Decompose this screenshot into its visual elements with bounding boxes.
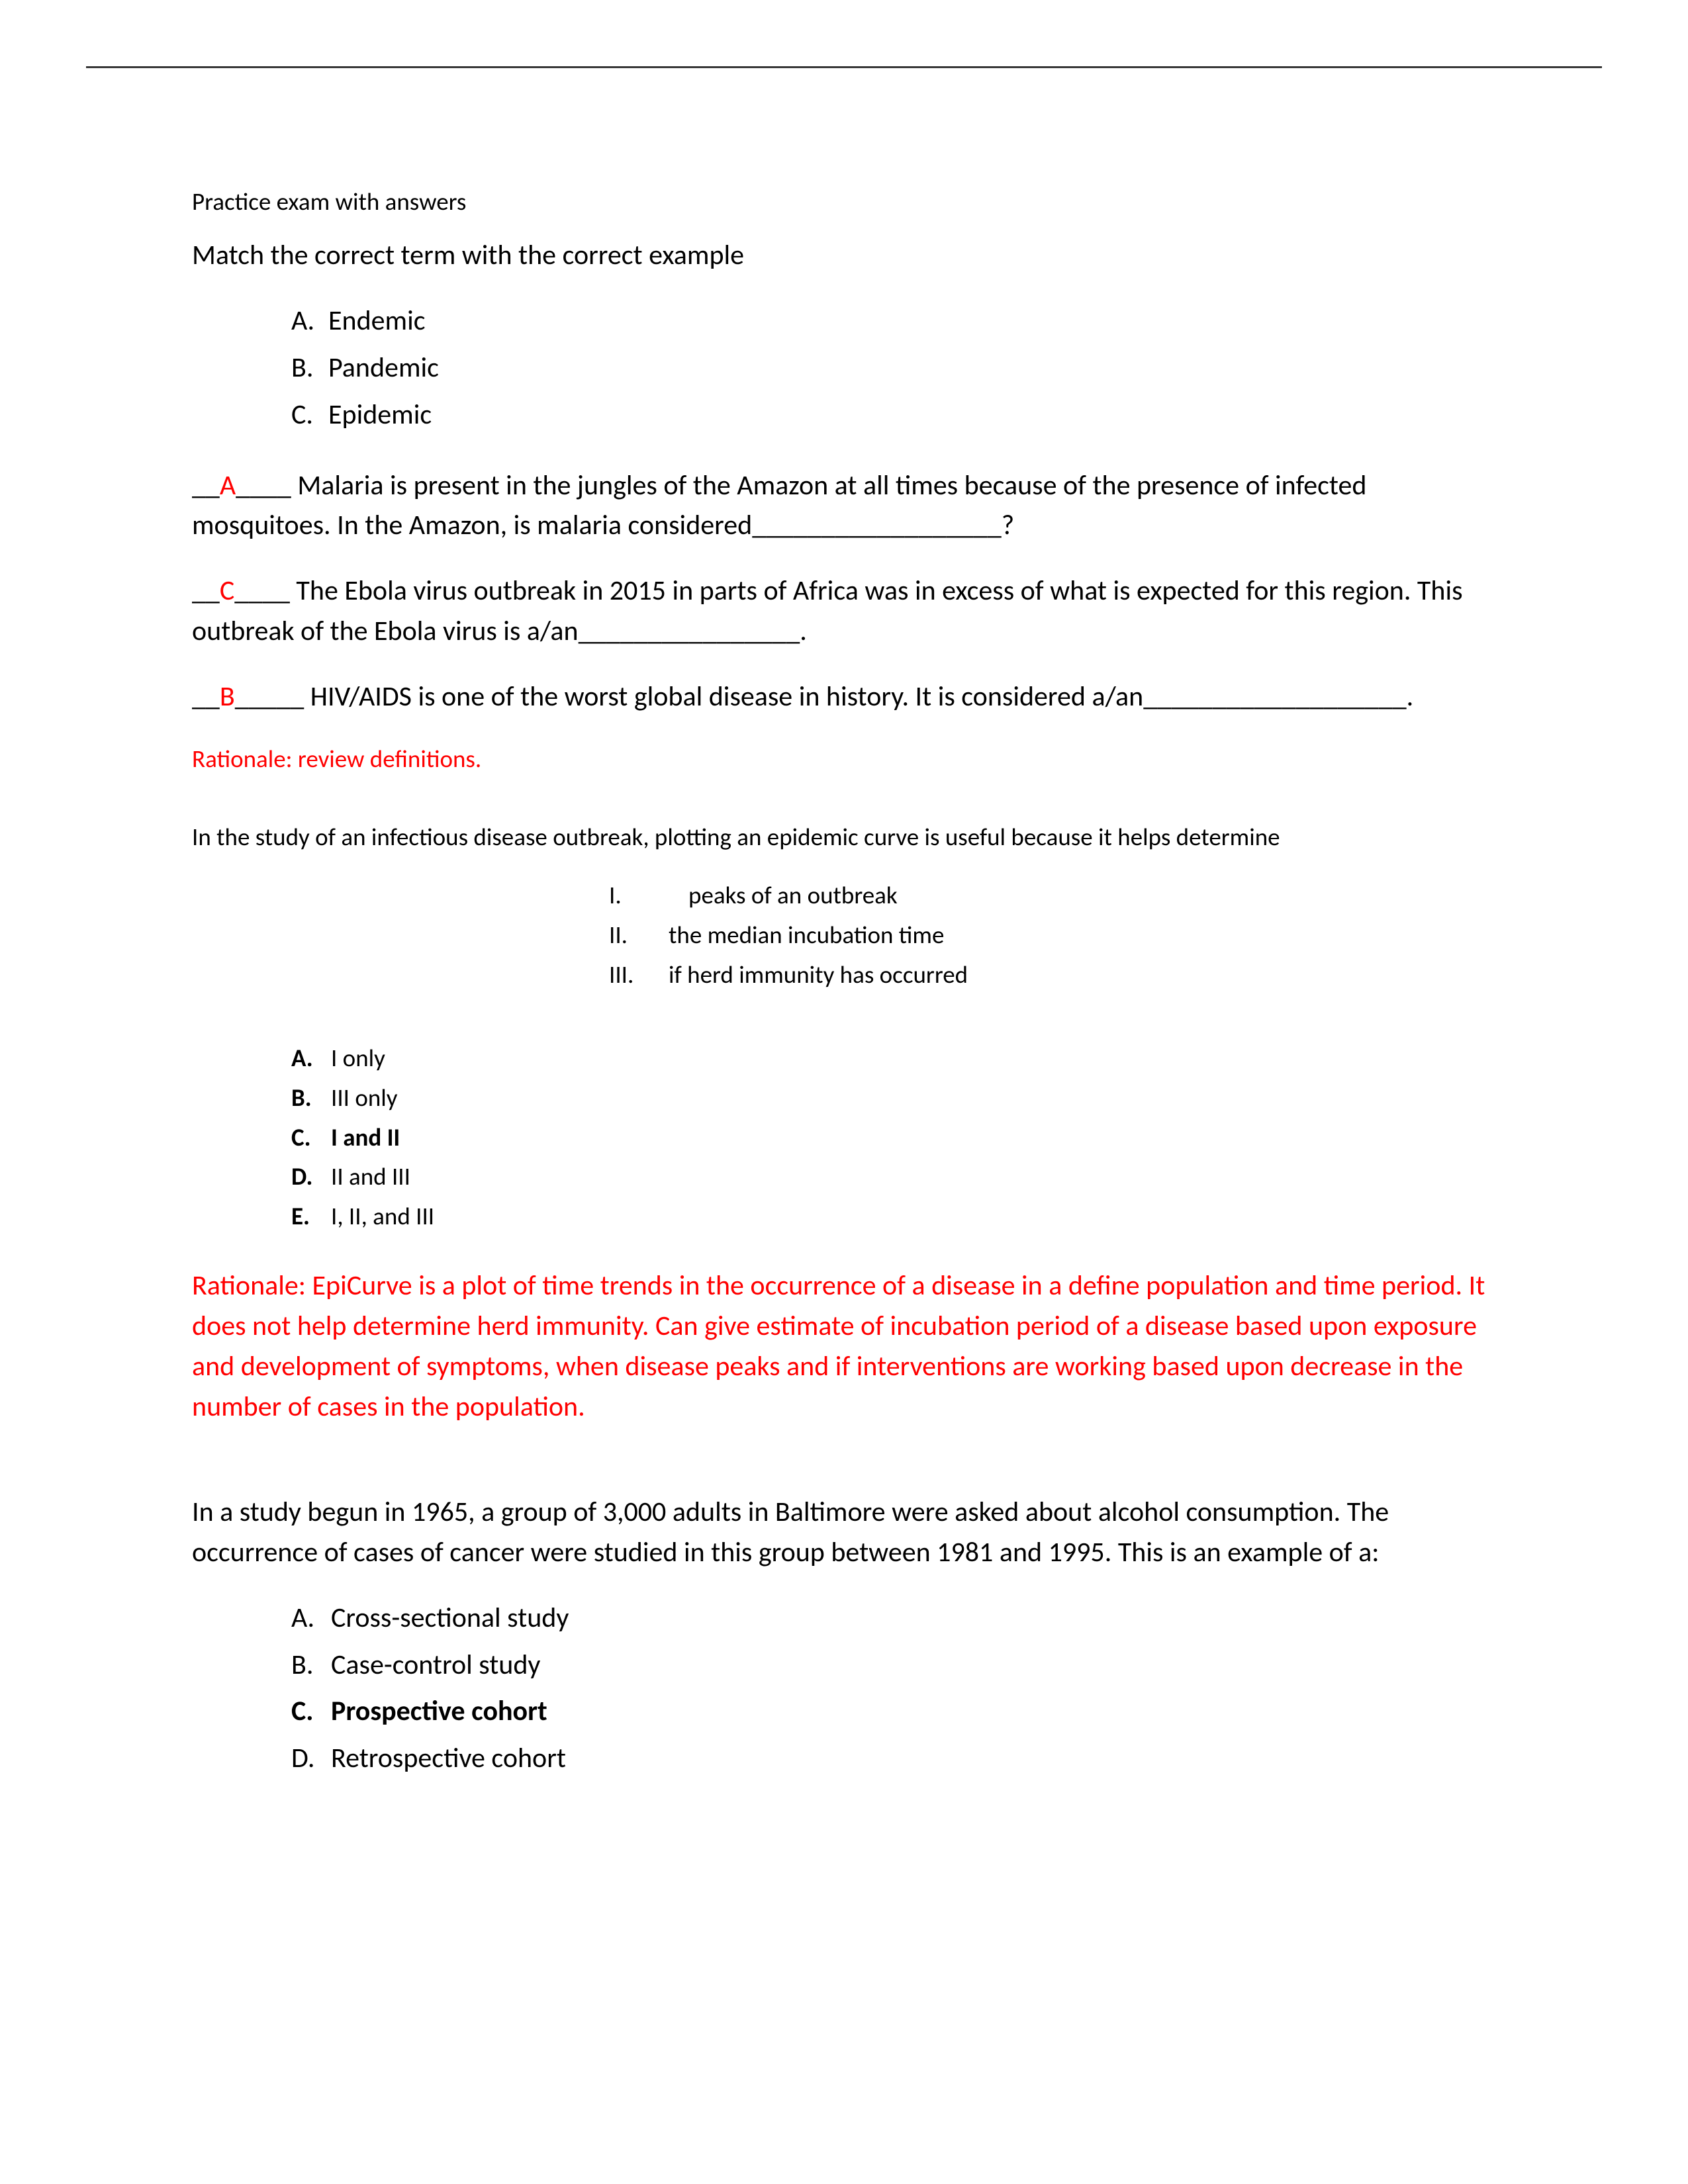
roman-text: peaks of an outbreak bbox=[669, 879, 898, 912]
term-letter: C. bbox=[291, 395, 328, 435]
q1-item-1: __A____ Malaria is present in the jungle… bbox=[192, 466, 1496, 547]
option-text: Retrospective cohort bbox=[331, 1739, 566, 1779]
item-text: _____ HIV/AIDS is one of the worst globa… bbox=[235, 680, 1414, 713]
option-letter: B. bbox=[291, 1081, 331, 1115]
term-text: Endemic bbox=[328, 301, 426, 341]
term-letter: A. bbox=[291, 301, 328, 341]
blank-pre: __ bbox=[192, 680, 220, 713]
roman-text: if herd immunity has occurred bbox=[669, 958, 968, 991]
item-text: ____ The Ebola virus outbreak in 2015 in… bbox=[192, 574, 1463, 648]
answer-letter: A bbox=[220, 469, 236, 502]
blank-pre: __ bbox=[192, 469, 220, 502]
q1-item-3: __B_____ HIV/AIDS is one of the worst gl… bbox=[192, 677, 1496, 717]
roman-text: the median incubation time bbox=[669, 919, 944, 952]
q2-option-e: E. I, II, and III bbox=[291, 1200, 1496, 1233]
option-text: Prospective cohort bbox=[331, 1692, 547, 1732]
option-text: I only bbox=[331, 1042, 385, 1075]
q3-options: A. Cross-sectional study B. Case-control… bbox=[291, 1598, 1496, 1780]
option-text: III only bbox=[331, 1081, 398, 1115]
option-text: I, II, and III bbox=[331, 1200, 434, 1233]
q2-roman-1: I. peaks of an outbreak bbox=[609, 879, 1496, 912]
roman-num: II. bbox=[609, 919, 669, 952]
q1-term-b: B. Pandemic bbox=[291, 348, 1496, 388]
answer-letter: C bbox=[220, 574, 234, 608]
q1-term-list: A. Endemic B. Pandemic C. Epidemic bbox=[291, 301, 1496, 435]
q2-rationale: Rationale: EpiCurve is a plot of time tr… bbox=[192, 1266, 1496, 1428]
roman-num: III. bbox=[609, 958, 669, 991]
roman-num: I. bbox=[609, 879, 669, 912]
q1-rationale: Rationale: review definitions. bbox=[192, 743, 1496, 776]
q1-item-2: __C____ The Ebola virus outbreak in 2015… bbox=[192, 571, 1496, 652]
option-letter: B. bbox=[291, 1645, 331, 1686]
option-text: I and II bbox=[331, 1121, 400, 1154]
q2-option-c: C. I and II bbox=[291, 1121, 1496, 1154]
blank-pre: __ bbox=[192, 574, 220, 608]
q3-option-c: C. Prospective cohort bbox=[291, 1692, 1496, 1732]
option-letter: A. bbox=[291, 1598, 331, 1639]
q1-term-a: A. Endemic bbox=[291, 301, 1496, 341]
q3-option-d: D. Retrospective cohort bbox=[291, 1739, 1496, 1779]
q2-option-a: A. I only bbox=[291, 1042, 1496, 1075]
q3-prompt: In a study begun in 1965, a group of 3,0… bbox=[192, 1492, 1496, 1573]
q1-term-c: C. Epidemic bbox=[291, 395, 1496, 435]
page-top-rule bbox=[86, 66, 1602, 68]
option-text: Cross-sectional study bbox=[331, 1598, 569, 1639]
q2-roman-list: I. peaks of an outbreak II. the median i… bbox=[609, 879, 1496, 991]
q2-prompt: In the study of an infectious disease ou… bbox=[192, 821, 1496, 854]
q2-option-b: B. III only bbox=[291, 1081, 1496, 1115]
q3-option-a: A. Cross-sectional study bbox=[291, 1598, 1496, 1639]
answer-letter: B bbox=[220, 680, 235, 713]
term-text: Pandemic bbox=[328, 348, 439, 388]
q2-roman-2: II. the median incubation time bbox=[609, 919, 1496, 952]
term-letter: B. bbox=[291, 348, 328, 388]
q2-options: A. I only B. III only C. I and II D. II … bbox=[291, 1042, 1496, 1234]
option-letter: D. bbox=[291, 1160, 331, 1193]
q2-roman-3: III. if herd immunity has occurred bbox=[609, 958, 1496, 991]
item-text: ____ Malaria is present in the jungles o… bbox=[192, 469, 1367, 543]
option-letter: C. bbox=[291, 1692, 331, 1732]
q1-prompt: Match the correct term with the correct … bbox=[192, 236, 1496, 276]
term-text: Epidemic bbox=[328, 395, 432, 435]
option-text: Case-control study bbox=[331, 1645, 540, 1686]
q2-option-d: D. II and III bbox=[291, 1160, 1496, 1193]
option-text: II and III bbox=[331, 1160, 410, 1193]
option-letter: E. bbox=[291, 1200, 331, 1233]
option-letter: C. bbox=[291, 1121, 331, 1154]
option-letter: D. bbox=[291, 1739, 331, 1779]
doc-title: Practice exam with answers bbox=[192, 185, 1496, 218]
option-letter: A. bbox=[291, 1042, 331, 1075]
q3-option-b: B. Case-control study bbox=[291, 1645, 1496, 1686]
page-content: Practice exam with answers Match the cor… bbox=[192, 185, 1496, 1812]
